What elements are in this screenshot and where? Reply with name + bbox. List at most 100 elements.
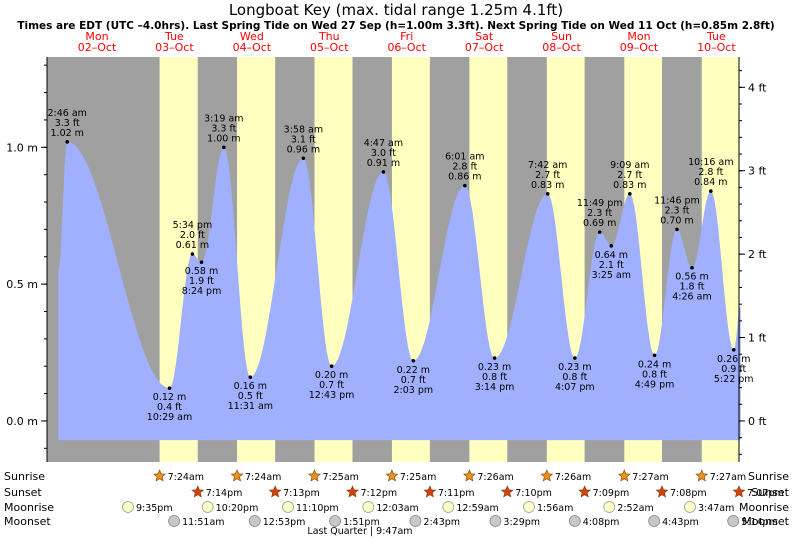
sunrise-icon [153, 469, 167, 482]
tide-m-label: 0.86 m [448, 172, 481, 183]
tide-m-label: 0.24 m [638, 359, 671, 370]
tide-time-label: 10:16 am [688, 157, 733, 168]
tide-m-label: 0.23 m [558, 362, 591, 373]
sunrise-time: 7:26am [555, 472, 591, 483]
day-header-dow: Mon [85, 30, 108, 43]
moonset-time: 2:43pm [423, 517, 460, 528]
tide-point [190, 252, 195, 256]
left-tick-label: 0.0 m [6, 415, 38, 428]
tide-ft-label: 2.7 ft [617, 170, 642, 181]
moonset-icon [248, 515, 261, 527]
row-label-left: Moonrise [4, 501, 54, 514]
tide-point [709, 189, 713, 193]
day-header-dow: Tue [164, 30, 184, 43]
tide-point [199, 260, 204, 265]
tide-point [411, 358, 416, 363]
moonrise-icon [122, 501, 134, 513]
tide-ft-label: 2.3 ft [587, 208, 612, 219]
tide-ft-label: 2.8 ft [698, 167, 723, 178]
day-header-dow: Thu [318, 30, 340, 43]
tide-point [65, 140, 70, 144]
tide-m-label: 0.23 m [478, 362, 511, 373]
tide-time-label: 12:43 pm [309, 390, 355, 401]
moonset-time: 12:53pm [263, 517, 306, 528]
day-header-date: 09–Oct [620, 41, 659, 54]
tide-point [652, 353, 657, 358]
tide-ft-label: 0.5 ft [238, 391, 263, 402]
day-header-dow: Fri [400, 30, 413, 43]
tide-point [675, 227, 679, 232]
moonrise-time: 12:59am [456, 503, 498, 514]
moonrise-icon [282, 501, 294, 513]
day-header-date: 05–Oct [310, 41, 349, 54]
tide-ft-label: 2.1 ft [599, 260, 624, 271]
day-header-date: 03–Oct [155, 41, 194, 54]
sunset-icon [732, 485, 746, 498]
moon-phase-label: Last Quarter | 9:47am [307, 526, 412, 537]
tide-ft-label: 0.9 ft [721, 364, 746, 375]
right-tick-label: 3 ft [748, 165, 767, 178]
tide-ft-label: 2.3 ft [664, 205, 689, 216]
moonrise-time: 1:56am [537, 503, 573, 514]
tide-time-label: 5:22 pm [714, 374, 754, 385]
tide-time-label: 2:03 pm [394, 385, 434, 396]
tide-time-label: 11:31 am [228, 401, 273, 412]
tide-time-label: 2:46 am [48, 108, 87, 119]
right-tick-label: 2 ft [748, 248, 767, 261]
tide-ft-label: 0.8 ft [642, 369, 667, 380]
sunrise-time: 7:25am [400, 472, 436, 483]
tide-m-label: 1.00 m [207, 133, 240, 144]
day-header-date: 07–Oct [465, 41, 504, 54]
sunset-time: 7:10pm [515, 488, 552, 499]
tide-m-label: 0.61 m [176, 240, 209, 251]
tide-m-label: 0.26 m [717, 354, 750, 365]
sunrise-icon [695, 469, 709, 482]
tide-time-label: 5:34 pm [173, 220, 213, 231]
row-label-left: Sunrise [4, 470, 45, 483]
moonrise-icon [442, 501, 455, 513]
tide-point [492, 356, 497, 360]
tide-m-label: 0.69 m [583, 218, 616, 229]
tide-point [463, 183, 467, 188]
sunrise-icon [308, 469, 321, 482]
tide-ft-label: 1.8 ft [679, 282, 704, 293]
tide-point [301, 156, 306, 161]
moonset-icon [489, 515, 502, 527]
row-label-right: Moonset [742, 515, 789, 528]
tide-time-label: 8:24 pm [182, 286, 222, 297]
tide-ft-label: 3.3 ft [211, 123, 236, 134]
sunset-time: 7:14pm [206, 488, 243, 499]
sunrise-time: 7:24am [168, 472, 204, 483]
tide-ft-label: 2.8 ft [452, 162, 477, 173]
sunset-icon [423, 485, 437, 498]
sunset-time: 7:12pm [361, 488, 398, 499]
tide-ft-label: 3.1 ft [291, 134, 316, 145]
moonset-time: 1:51pm [343, 517, 380, 528]
tide-ft-label: 1.9 ft [189, 276, 214, 287]
tide-m-label: 0.96 m [287, 144, 320, 155]
sunset-time: 7:08pm [670, 488, 707, 499]
day-header-dow: Sun [551, 30, 572, 43]
tide-m-label: 0.56 m [675, 272, 708, 283]
sunset-icon [578, 485, 592, 498]
tide-time-label: 3:58 am [284, 124, 323, 135]
tide-point [167, 386, 172, 390]
tide-ft-label: 2.0 ft [180, 230, 205, 241]
moonrise-icon [684, 501, 696, 513]
sunset-icon [346, 485, 359, 498]
tide-point [545, 192, 550, 196]
left-tick-label: 0.5 m [6, 278, 38, 291]
tide-m-label: 0.84 m [694, 177, 727, 188]
left-tick-label: 1.0 m [6, 141, 38, 154]
tide-m-label: 0.58 m [185, 266, 218, 277]
tide-m-label: 0.70 m [660, 215, 693, 226]
tide-point [573, 356, 577, 360]
right-tick-label: 4 ft [748, 81, 767, 94]
row-label-right: Moonrise [739, 501, 789, 514]
tide-m-label: 0.91 m [367, 158, 400, 169]
moonrise-time: 12:03am [376, 503, 418, 514]
tide-m-label: 0.83 m [531, 180, 564, 191]
moonrise-time: 3:47am [698, 503, 734, 514]
sunset-icon [191, 485, 205, 498]
